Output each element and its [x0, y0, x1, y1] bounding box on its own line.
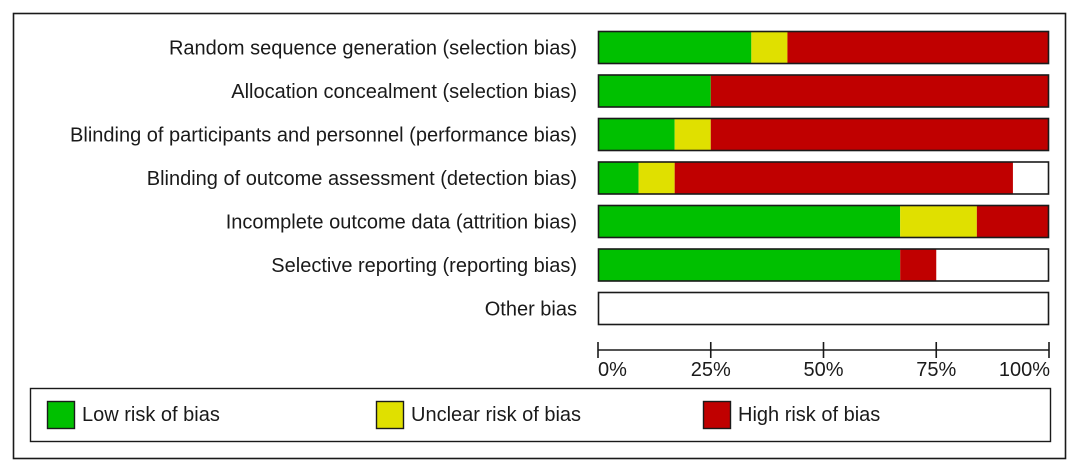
- legend-label: Unclear risk of bias: [411, 404, 581, 426]
- category-label: Blinding of outcome assessment (detectio…: [147, 168, 577, 190]
- category-label: Selective reporting (reporting bias): [271, 255, 577, 277]
- bar-outline: [597, 30, 1050, 65]
- category-label: Random sequence generation (selection bi…: [169, 38, 577, 60]
- bar-outline: [597, 204, 1050, 239]
- legend-label: Low risk of bias: [82, 404, 220, 426]
- bar-row: Random sequence generation (selection bi…: [169, 30, 1050, 65]
- x-axis: 0% 25% 50% 75% 100%: [597, 342, 1050, 381]
- legend-swatch: [375, 400, 405, 430]
- bar-outline: [597, 161, 1050, 195]
- category-label: Allocation concealment (selection bias): [231, 81, 577, 103]
- bar-segment-low-risk-of-bias: [598, 118, 675, 151]
- x-tick-label: 75%: [916, 359, 956, 381]
- bar-segment-unclear-risk-of-bias: [638, 161, 675, 195]
- legend-label: High risk of bias: [738, 404, 880, 426]
- bar-segment-unclear-risk-of-bias: [674, 118, 711, 151]
- bar-segment-low-risk-of-bias: [598, 74, 711, 108]
- bar-segment-high-risk-of-bias: [710, 74, 1049, 108]
- bar-segment-high-risk-of-bias: [976, 205, 1049, 238]
- category-label: Blinding of participants and personnel (…: [70, 125, 577, 147]
- bar-segment-high-risk-of-bias: [900, 248, 937, 282]
- bar-segment-high-risk-of-bias: [674, 161, 1013, 195]
- x-tick-label: 25%: [691, 359, 731, 381]
- bar-segment-unclear-risk-of-bias: [900, 205, 977, 238]
- bar-segment-low-risk-of-bias: [598, 31, 752, 64]
- bar-rows: Random sequence generation (selection bi…: [70, 30, 1050, 326]
- bar-row: Allocation concealment (selection bias): [231, 74, 1050, 108]
- bar-background: [598, 292, 1049, 325]
- x-tick-label: 50%: [803, 359, 843, 381]
- bar-outline: [597, 117, 1050, 152]
- legend-item: High risk of bias: [702, 400, 880, 430]
- legend-swatch: [46, 400, 76, 430]
- bar-segment-low-risk-of-bias: [598, 161, 639, 195]
- bar-outline: [597, 74, 1050, 108]
- bar-outline: [597, 291, 1050, 326]
- legend-item: Unclear risk of bias: [375, 400, 581, 430]
- bar-row: Other bias: [485, 291, 1050, 326]
- category-label: Incomplete outcome data (attrition bias): [226, 212, 577, 234]
- bar-row: Selective reporting (reporting bias): [271, 248, 1050, 282]
- bar-segment-high-risk-of-bias: [710, 118, 1049, 151]
- bar-row: Blinding of outcome assessment (detectio…: [147, 161, 1050, 195]
- bar-row: Blinding of participants and personnel (…: [70, 117, 1050, 152]
- bar-segment-low-risk-of-bias: [598, 248, 901, 282]
- bar-segment-unclear-risk-of-bias: [751, 31, 788, 64]
- x-tick-label: 100%: [999, 359, 1050, 381]
- legend: Low risk of bias Unclear risk of bias High…: [46, 400, 880, 430]
- category-label: Other bias: [485, 299, 577, 321]
- bar-segment-high-risk-of-bias: [787, 31, 1049, 64]
- legend-swatch: [702, 400, 732, 430]
- legend-item: Low risk of bias: [46, 400, 220, 430]
- bar-row: Incomplete outcome data (attrition bias): [226, 204, 1050, 239]
- x-tick-label: 0%: [598, 359, 627, 381]
- bar-outline: [597, 248, 1050, 282]
- bar-segment-low-risk-of-bias: [598, 205, 901, 238]
- legend-frame: [29, 387, 1052, 443]
